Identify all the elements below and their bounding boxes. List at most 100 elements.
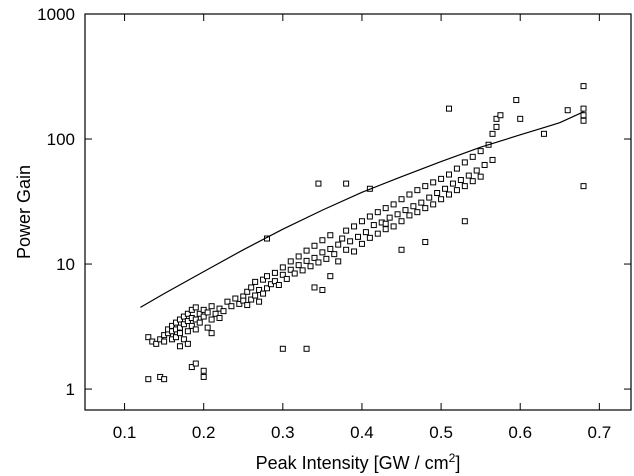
data-point xyxy=(382,220,389,227)
data-point xyxy=(279,264,286,271)
data-point xyxy=(180,321,187,328)
data-point xyxy=(453,165,460,172)
data-point xyxy=(264,285,270,292)
data-point xyxy=(335,241,342,248)
data-point xyxy=(406,191,413,198)
data-point xyxy=(398,246,405,253)
y-tick-label: 100 xyxy=(47,130,75,149)
data-point xyxy=(394,211,401,218)
data-point xyxy=(580,105,587,112)
x-axis: 0.1 0.2 0.3 0.4 0.5 0.6 0.7 xyxy=(113,14,611,442)
data-point xyxy=(564,107,571,114)
data-point xyxy=(260,290,267,297)
data-point xyxy=(200,367,207,374)
data-point xyxy=(366,213,373,220)
data-point xyxy=(240,297,247,304)
plot-frame xyxy=(84,13,632,411)
data-point xyxy=(402,207,409,214)
data-point xyxy=(438,196,445,203)
data-point xyxy=(252,292,259,299)
data-point xyxy=(493,123,500,130)
data-point xyxy=(517,115,524,122)
x-tick-label: 0.5 xyxy=(429,423,453,442)
data-point xyxy=(351,248,358,255)
data-point xyxy=(438,175,445,182)
data-point xyxy=(192,304,199,311)
data-point xyxy=(208,303,215,310)
data-point xyxy=(224,298,231,305)
data-point xyxy=(315,180,322,187)
data-point xyxy=(370,222,377,229)
data-point xyxy=(418,199,425,206)
data-point xyxy=(461,183,468,190)
data-point xyxy=(449,180,456,187)
data-point xyxy=(319,237,326,244)
data-point xyxy=(232,295,239,302)
data-point xyxy=(311,242,318,249)
data-point xyxy=(414,187,421,194)
data-point xyxy=(390,201,397,208)
data-point xyxy=(264,273,270,280)
data-point xyxy=(374,230,381,237)
data-point xyxy=(256,298,263,305)
data-point xyxy=(442,185,449,192)
x-axis-title: Peak Intensity [GW / cm2] xyxy=(256,451,461,473)
data-point xyxy=(307,263,314,270)
x-axis-title-superscript: 2 xyxy=(449,451,456,465)
data-point xyxy=(386,214,393,221)
data-point xyxy=(184,318,191,325)
data-point xyxy=(477,148,484,155)
data-point xyxy=(204,324,211,331)
y-axis: 1 10 100 1000 xyxy=(37,5,631,399)
data-point xyxy=(358,218,365,225)
data-point xyxy=(169,322,176,329)
data-point xyxy=(319,249,326,256)
x-tick-label: 0.2 xyxy=(192,423,216,442)
data-point xyxy=(343,180,350,187)
data-point xyxy=(331,251,338,258)
data-point xyxy=(200,313,207,320)
data-point xyxy=(271,278,278,285)
data-point xyxy=(580,112,587,119)
data-point xyxy=(208,330,215,337)
data-point xyxy=(295,253,302,260)
data-point xyxy=(271,269,278,276)
data-point xyxy=(283,275,290,282)
data-point xyxy=(275,281,282,288)
data-point xyxy=(489,130,496,137)
data-point xyxy=(248,296,255,303)
data-point xyxy=(335,258,342,265)
data-point xyxy=(176,330,183,337)
data-point xyxy=(362,229,369,236)
data-point xyxy=(196,319,203,326)
data-point xyxy=(188,322,195,329)
data-point xyxy=(327,232,334,239)
data-point xyxy=(311,284,318,291)
data-point xyxy=(267,281,274,288)
y-axis-title: Power Gain xyxy=(14,165,34,259)
data-point xyxy=(339,235,346,242)
data-point xyxy=(343,246,350,253)
data-point xyxy=(446,171,452,178)
data-point xyxy=(461,218,468,225)
data-point xyxy=(180,336,187,343)
data-point xyxy=(434,190,441,197)
data-point xyxy=(299,267,306,274)
data-point xyxy=(208,316,215,323)
data-point xyxy=(446,105,452,112)
data-point xyxy=(446,191,452,198)
x-tick-label: 0.7 xyxy=(588,423,612,442)
x-tick-label: 0.3 xyxy=(271,423,295,442)
data-point xyxy=(398,218,405,225)
data-point xyxy=(161,338,168,345)
data-point xyxy=(200,373,207,380)
y-tick-label: 1 xyxy=(66,380,75,399)
x-tick-label: 0.1 xyxy=(113,423,137,442)
data-point xyxy=(422,239,429,246)
data-point xyxy=(188,364,195,371)
data-point xyxy=(580,183,587,190)
data-point xyxy=(374,209,381,216)
data-point xyxy=(279,271,286,278)
y-tick-label: 10 xyxy=(56,255,75,274)
data-point xyxy=(319,286,326,293)
